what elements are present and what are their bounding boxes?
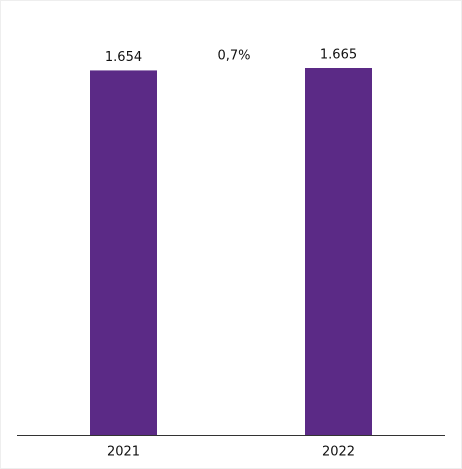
x-tick-label: 2022	[322, 445, 355, 460]
value-label: 1.654	[105, 50, 142, 65]
change-annotation: 0,7%	[217, 49, 250, 64]
bar	[90, 70, 157, 435]
value-label: 1.665	[320, 48, 357, 63]
x-tick-label: 2021	[107, 445, 140, 460]
bar	[305, 68, 372, 435]
